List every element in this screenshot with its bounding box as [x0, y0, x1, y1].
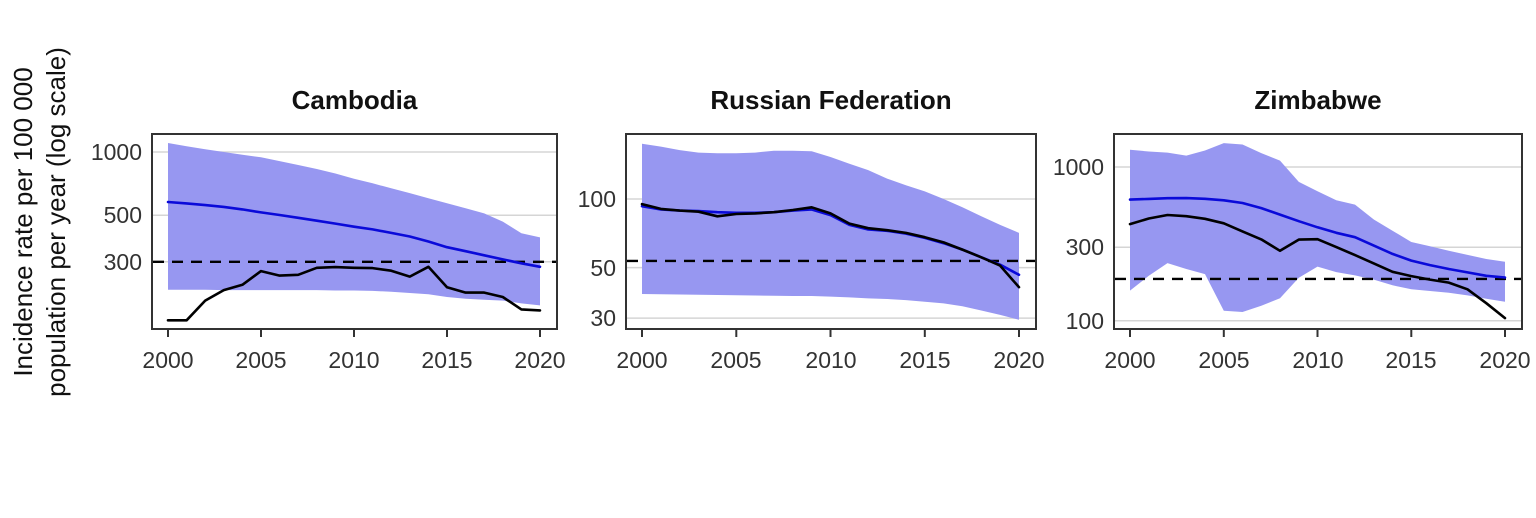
x-tick-label: 2015 — [1385, 347, 1437, 373]
x-tick-label: 2020 — [1479, 347, 1531, 373]
panel-title-russian-federation: Russian Federation — [710, 85, 952, 115]
x-tick-label: 2015 — [421, 347, 473, 373]
y-axis-title: Incidence rate per 100 000 population pe… — [8, 47, 71, 397]
panel-border — [1113, 133, 1523, 330]
panel-russian-federation: Russian Federation 2000 2005 2010 2015 2020 1… — [578, 0, 1045, 518]
x-tick-label: 2005 — [1198, 347, 1250, 373]
y-tick-label: 500 — [103, 202, 142, 228]
y-tick-label: 100 — [577, 186, 616, 212]
x-tick-label: 2005 — [710, 347, 762, 373]
x-tick-label: 2020 — [514, 347, 566, 373]
y-tick-label: 50 — [590, 255, 616, 281]
y-tick-label: 1000 — [1052, 154, 1104, 180]
y-tick-label: 30 — [590, 305, 616, 331]
x-tick-label: 2005 — [235, 347, 287, 373]
x-tick-label: 2000 — [1104, 347, 1156, 373]
blue-trend-line — [166, 200, 542, 269]
black-observed-line — [166, 265, 542, 322]
panel-zimbabwe: Zimbabwe 2000 2005 2010 2015 2020 1000 300 100 — [1053, 0, 1531, 518]
uncertainty-band — [168, 143, 540, 306]
panel-title-zimbabwe: Zimbabwe — [1254, 85, 1382, 115]
y-tick-label: 300 — [1065, 234, 1104, 260]
panel-border — [625, 133, 1037, 330]
plot-area-zimbabwe — [1113, 133, 1523, 337]
panel-cambodia: Cambodia 2000 2005 2010 2015 2020 1000 500 300 — [91, 0, 566, 518]
x-tick-label: 2000 — [616, 347, 668, 373]
y-tick-label: 100 — [1065, 308, 1104, 334]
uncertainty-band — [642, 143, 1019, 320]
x-tick-label: 2000 — [142, 347, 194, 373]
y-tick-label: 300 — [103, 249, 142, 275]
x-tick-label: 2010 — [1292, 347, 1344, 373]
plot-area-cambodia — [151, 133, 558, 337]
x-tick-label: 2015 — [899, 347, 951, 373]
y-tick-label: 1000 — [90, 139, 142, 165]
panel-title-cambodia: Cambodia — [291, 85, 418, 115]
blue-trend-line — [1128, 196, 1507, 279]
x-tick-label: 2010 — [805, 347, 857, 373]
black-observed-line — [640, 202, 1021, 289]
x-tick-label: 2020 — [993, 347, 1045, 373]
plot-area-russian-federation — [625, 133, 1037, 337]
black-observed-line — [1128, 213, 1507, 320]
panel-border — [151, 133, 558, 330]
x-tick-label: 2010 — [328, 347, 380, 373]
